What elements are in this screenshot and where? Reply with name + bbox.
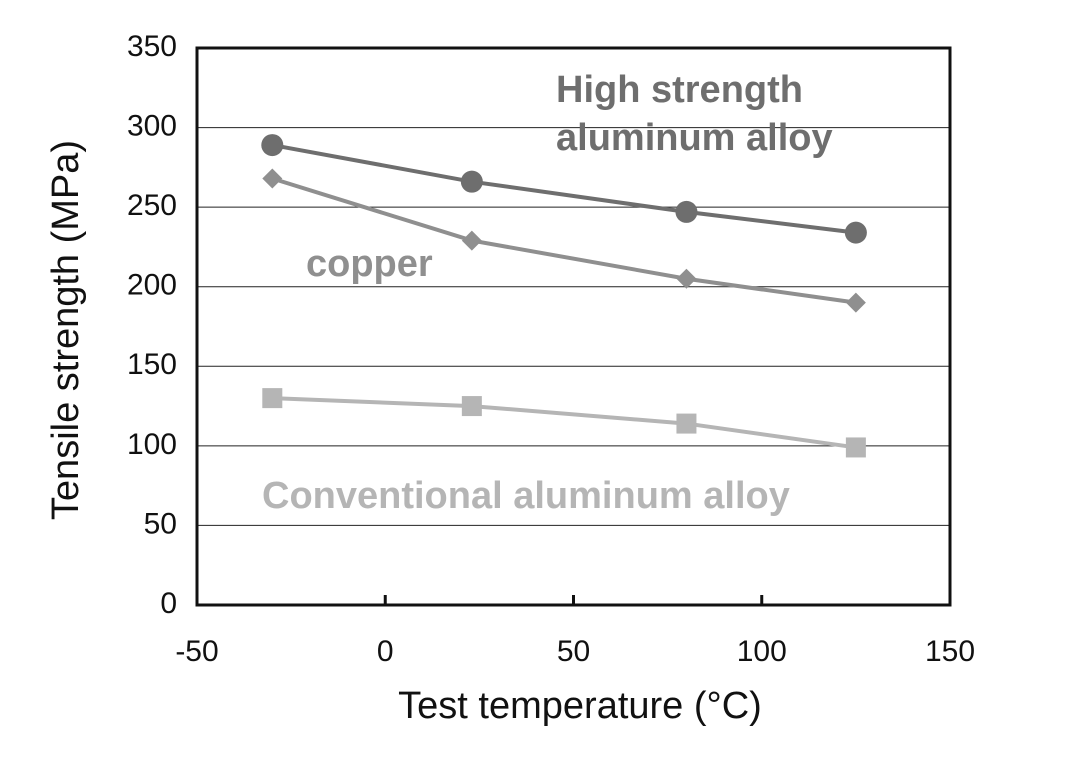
marker <box>845 292 866 313</box>
marker <box>676 413 697 434</box>
series-line <box>271 143 857 235</box>
y-tick-label: 150 <box>127 348 177 381</box>
series-line <box>272 396 857 450</box>
marker <box>262 388 283 409</box>
marker <box>262 168 283 189</box>
x-tick-label: 50 <box>557 635 590 668</box>
x-tick-label: 100 <box>737 635 787 668</box>
x-tick-label: -50 <box>175 635 218 668</box>
x-tick-label: 0 <box>377 635 394 668</box>
marker <box>461 230 482 251</box>
y-tick-label: 200 <box>127 269 177 302</box>
y-tick-label: 100 <box>127 428 177 461</box>
x-tick-label: 150 <box>925 635 975 668</box>
series-label: High strength aluminum alloy <box>556 69 833 159</box>
y-axis-label: Tensile strength (MPa) <box>45 140 87 520</box>
marker <box>844 221 867 244</box>
y-tick-label: 350 <box>127 30 177 63</box>
marker <box>845 437 866 458</box>
marker <box>676 268 697 289</box>
y-tick-label: 300 <box>127 109 177 142</box>
series-label: Conventional aluminum alloy <box>262 475 790 517</box>
x-axis-label: Test temperature (°C) <box>398 685 762 727</box>
marker <box>261 134 284 157</box>
y-tick-label: 50 <box>144 507 177 540</box>
marker <box>675 200 698 223</box>
series-label: copper <box>306 243 433 285</box>
y-tick-label: 0 <box>160 587 177 620</box>
marker <box>461 396 482 417</box>
y-tick-label: 250 <box>127 189 177 222</box>
marker <box>460 170 483 193</box>
plot-frame <box>195 46 952 607</box>
series-line <box>271 176 857 305</box>
